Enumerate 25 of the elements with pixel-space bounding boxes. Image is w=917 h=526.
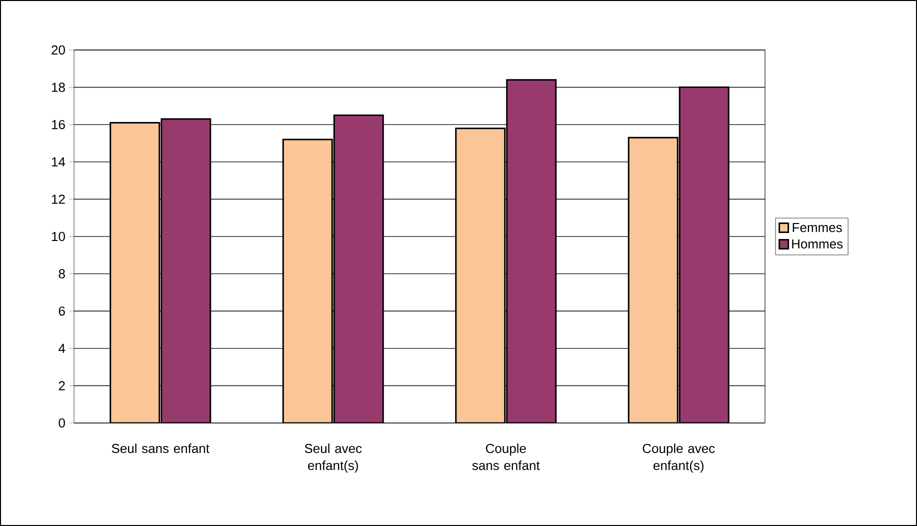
legend-label: Femmes xyxy=(792,223,842,232)
bar xyxy=(110,122,160,423)
y-tick-label: 14 xyxy=(52,157,66,166)
bar xyxy=(455,128,506,423)
y-tick-label: 8 xyxy=(58,269,65,278)
x-tick-label: Seul avec enfant(s) xyxy=(304,444,362,473)
x-tick-label: Couple sans enfant xyxy=(472,444,540,470)
bar xyxy=(160,118,212,423)
y-tick-label: 0 xyxy=(58,418,65,428)
bar xyxy=(678,86,730,423)
y-tick-label: 16 xyxy=(52,120,65,130)
y-tick-label: 10 xyxy=(52,232,65,242)
bar xyxy=(628,136,678,423)
y-tick-label: 18 xyxy=(52,82,65,92)
y-tick-label: 4 xyxy=(58,344,66,353)
y-tick-label: 12 xyxy=(52,194,65,204)
x-tick-label: Seul sans enfant xyxy=(112,444,210,454)
y-tick-label: 20 xyxy=(52,45,65,55)
x-tick-label: Couple avec enfant(s) xyxy=(642,444,715,473)
y-tick-label: 6 xyxy=(58,306,65,316)
y-tick-label: 2 xyxy=(58,381,65,390)
bar xyxy=(506,79,557,423)
bar xyxy=(282,138,333,423)
legend-label: Hommes xyxy=(792,239,843,249)
bar xyxy=(333,114,384,423)
